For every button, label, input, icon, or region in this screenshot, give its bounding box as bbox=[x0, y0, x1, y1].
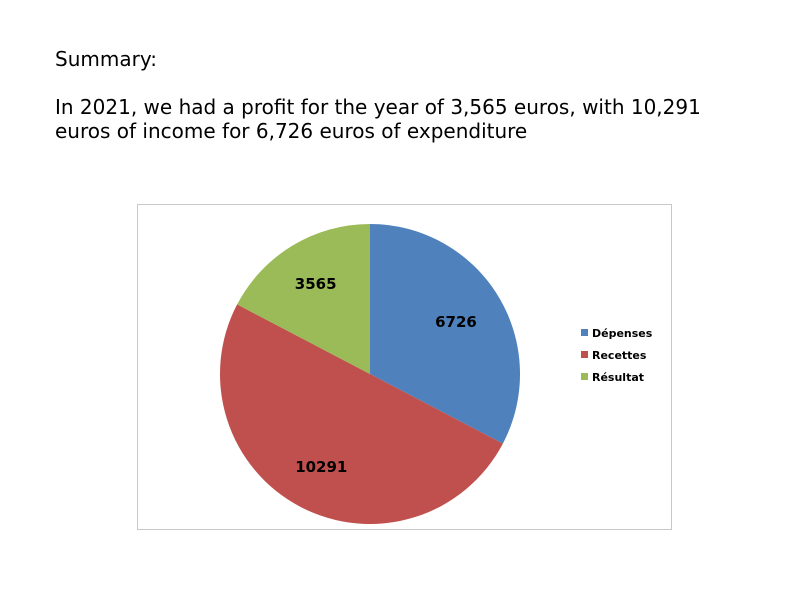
chart-frame: 6726 10291 3565 Dépenses Recettes Résultat bbox=[137, 204, 672, 530]
legend-swatch-3 bbox=[581, 373, 588, 380]
legend-swatch-2 bbox=[581, 351, 588, 358]
data-label-3: 3565 bbox=[295, 275, 337, 293]
summary-heading: Summary: bbox=[55, 47, 157, 71]
summary-text: In 2021, we had a profit for the year of… bbox=[55, 95, 701, 143]
legend-swatch-1 bbox=[581, 329, 588, 336]
data-label-1: 6726 bbox=[435, 313, 477, 331]
legend-label-2: Recettes bbox=[592, 349, 647, 362]
pie-chart: 6726 10291 3565 Dépenses Recettes Résultat bbox=[220, 224, 653, 524]
pie-slice-2 bbox=[220, 304, 503, 524]
legend-label-1: Dépenses bbox=[592, 327, 653, 340]
pie-slice-1 bbox=[370, 224, 520, 444]
data-label-2: 10291 bbox=[295, 458, 347, 476]
legend-label-3: Résultat bbox=[592, 371, 644, 384]
pie-slice-3 bbox=[237, 224, 370, 374]
